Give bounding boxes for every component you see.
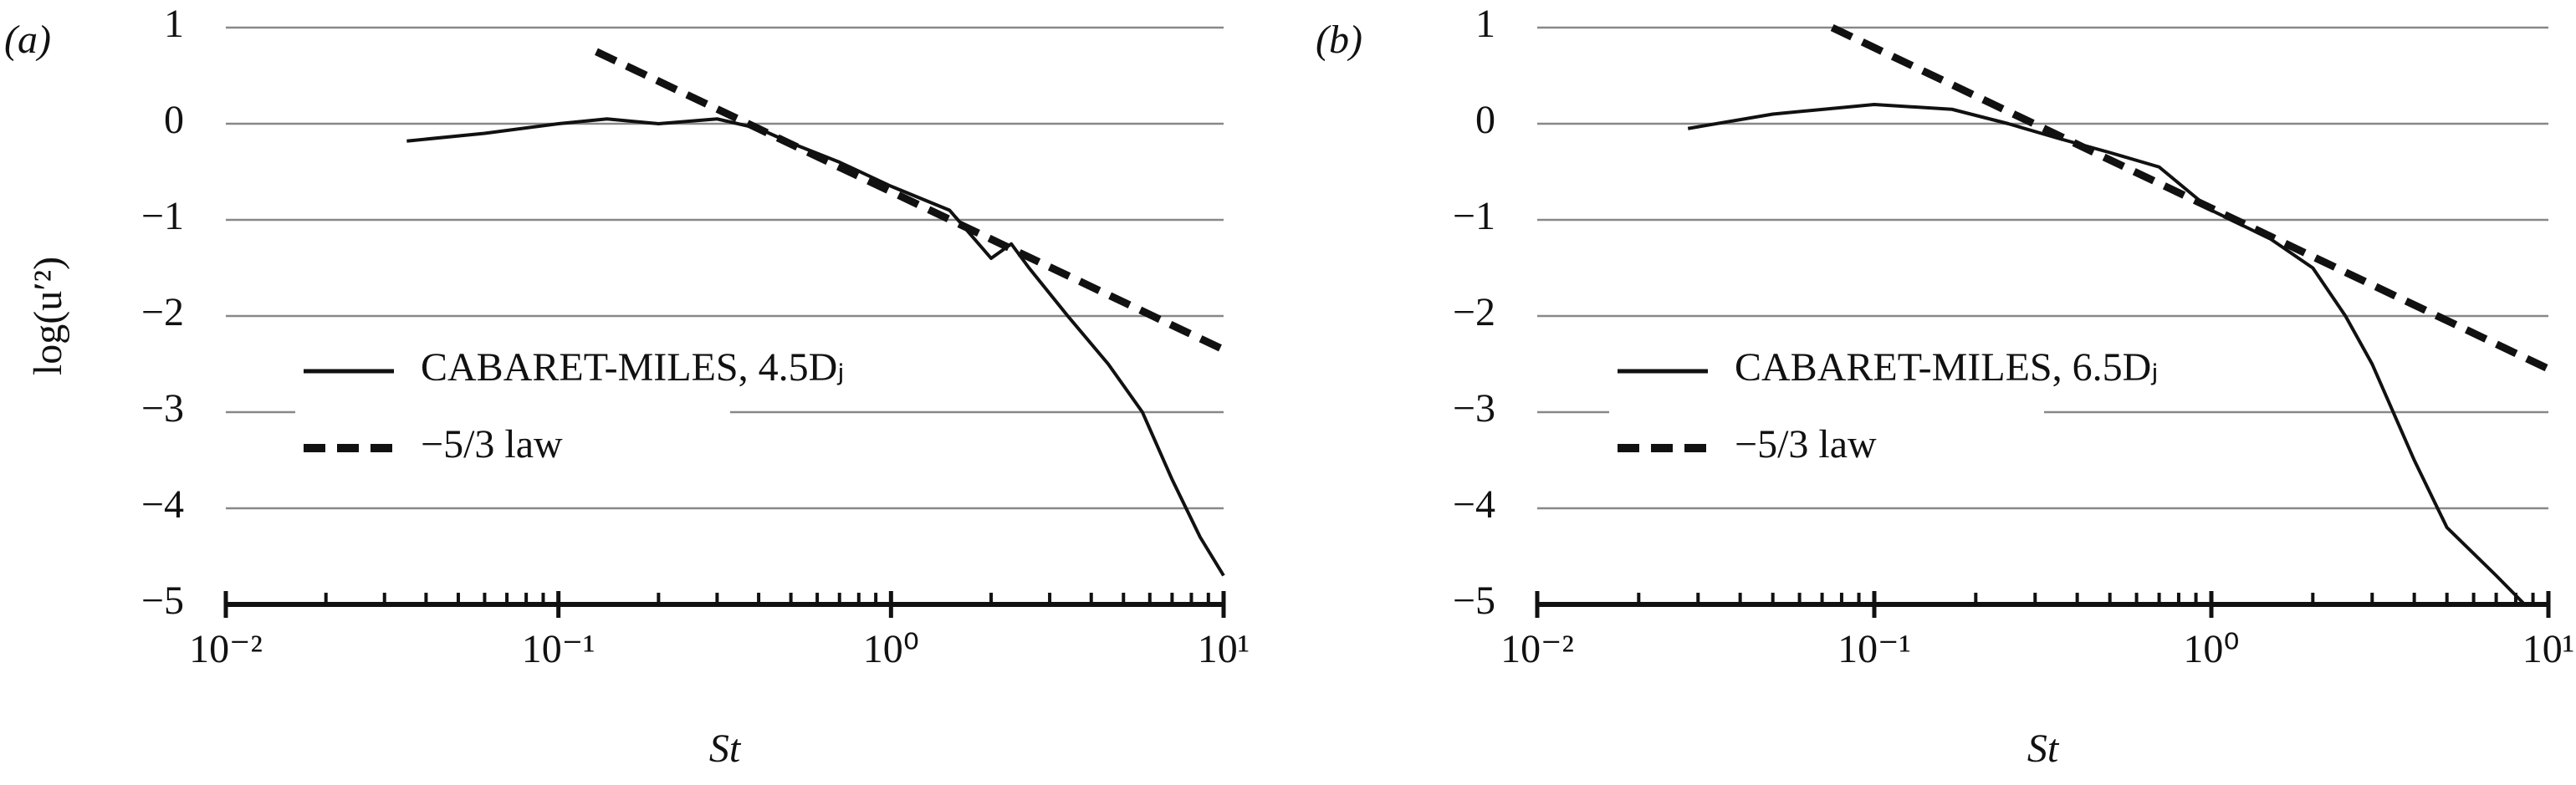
series-line: [1830, 23, 2550, 373]
legend-label: CABARET-MILES, 4.5Dⱼ: [421, 345, 845, 390]
x-axis-label: St: [709, 726, 742, 771]
y-tick-label: −5: [141, 579, 184, 623]
x-tick-label: 10¹: [1198, 627, 1250, 671]
y-tick-label: 0: [164, 98, 184, 142]
x-axis-label: St: [2027, 726, 2060, 771]
y-tick-label: −5: [1453, 579, 1495, 623]
legend-box: [1609, 339, 2044, 481]
series-line: [595, 48, 1225, 354]
panel-label: (a): [4, 18, 51, 62]
x-tick-label: 10⁻¹: [1837, 627, 1911, 671]
legend-label: −5/3 law: [1735, 422, 1877, 466]
panel-label: (b): [1316, 18, 1362, 62]
y-tick-label: −3: [141, 386, 184, 431]
x-tick-label: 10⁻²: [1500, 627, 1574, 671]
x-tick-label: 10¹: [2522, 627, 2574, 671]
x-tick-label: 10⁰: [863, 627, 919, 671]
y-tick-label: −4: [141, 482, 184, 527]
y-tick-label: 1: [1475, 2, 1495, 46]
y-tick-label: −2: [1453, 290, 1495, 334]
y-tick-label: −1: [1453, 194, 1495, 238]
x-tick-label: 10⁻²: [189, 627, 263, 671]
y-tick-label: −1: [141, 194, 184, 238]
legend-box: [295, 339, 730, 481]
legend-label: CABARET-MILES, 6.5Dⱼ: [1735, 345, 2159, 390]
y-axis-label: log(u′²): [26, 257, 70, 375]
y-tick-label: 0: [1475, 98, 1495, 142]
series-line: [406, 117, 1225, 577]
legend-label: −5/3 law: [421, 422, 563, 466]
y-tick-label: −4: [1453, 482, 1495, 527]
y-tick-label: −2: [141, 290, 184, 334]
y-tick-label: 1: [164, 2, 184, 46]
y-tick-label: −3: [1453, 386, 1495, 431]
x-tick-label: 10⁰: [2183, 627, 2239, 671]
x-tick-label: 10⁻¹: [522, 627, 595, 671]
